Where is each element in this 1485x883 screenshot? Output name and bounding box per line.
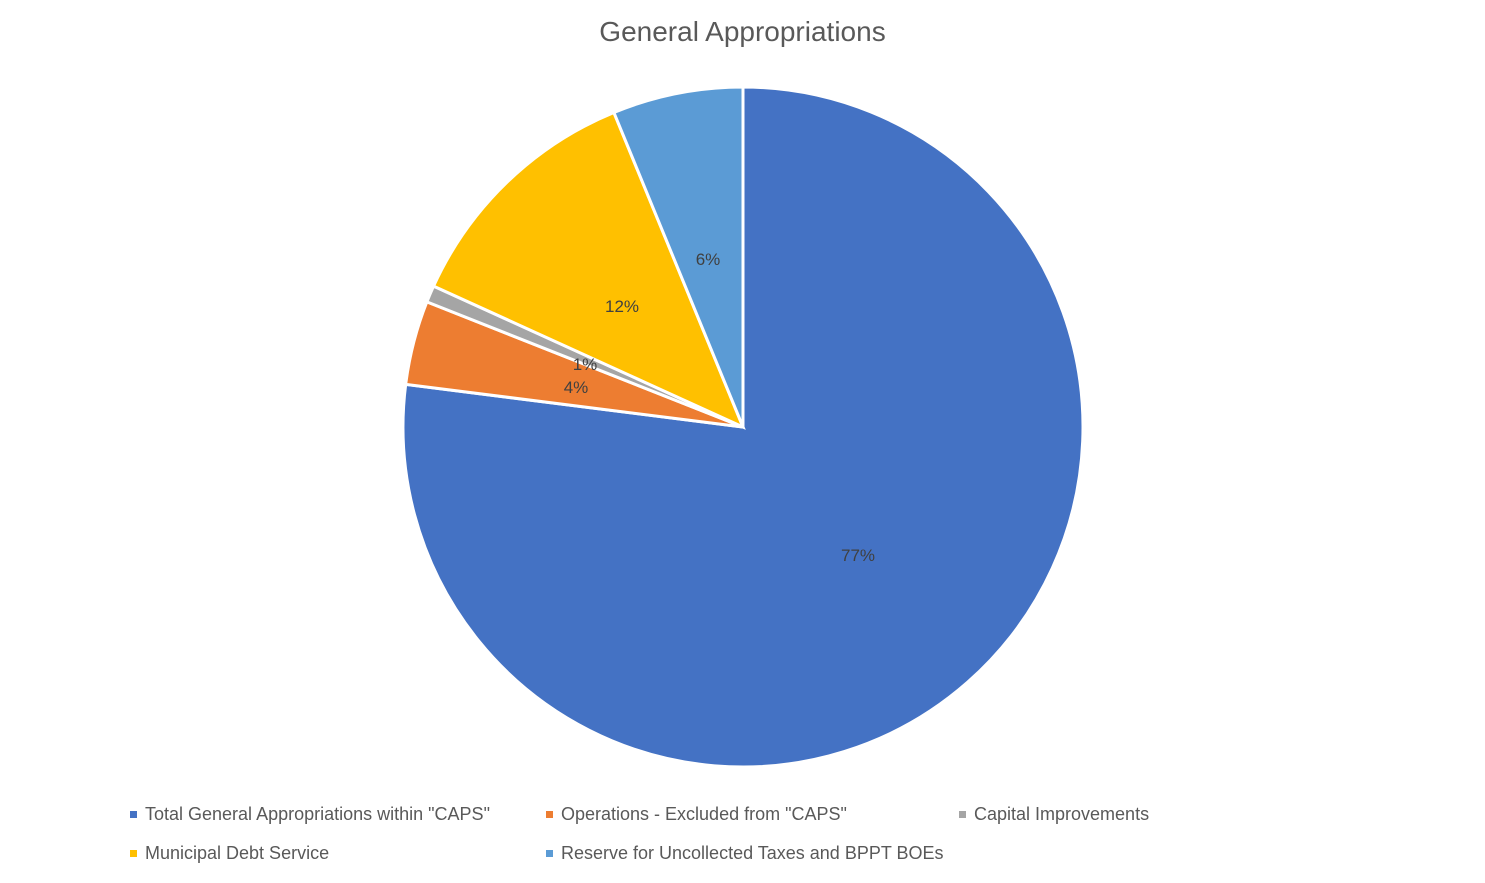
slice-label-capital: 1% xyxy=(573,355,598,374)
legend-swatch xyxy=(130,850,137,857)
slice-label-caps: 77% xyxy=(841,546,875,565)
chart-title: General Appropriations xyxy=(599,16,886,47)
slice-label-debt: 12% xyxy=(605,297,639,316)
legend-swatch xyxy=(546,811,553,818)
legend-item-operations: Operations - Excluded from "CAPS" xyxy=(546,804,847,825)
legend-label: Reserve for Uncollected Taxes and BPPT B… xyxy=(561,843,944,863)
slice-label-reserve: 6% xyxy=(696,250,721,269)
legend-label: Municipal Debt Service xyxy=(145,843,330,863)
legend-swatch xyxy=(546,850,553,857)
legend-label: Total General Appropriations within "CAP… xyxy=(145,804,490,824)
pie-slice-debt xyxy=(431,110,746,430)
legend-item-capital: Capital Improvements xyxy=(959,804,1149,825)
legend-item-debt: Municipal Debt Service xyxy=(130,843,329,864)
legend-label: Capital Improvements xyxy=(974,804,1150,824)
legend-swatch xyxy=(959,811,966,818)
legend-item-caps: Total General Appropriations within "CAP… xyxy=(130,804,490,825)
slice-label-operations: 4% xyxy=(564,378,589,397)
pie-slice-reserve xyxy=(611,85,745,428)
legend-item-reserve: Reserve for Uncollected Taxes and BPPT B… xyxy=(546,843,944,864)
legend-swatch xyxy=(130,811,137,818)
legend-label: Operations - Excluded from "CAPS" xyxy=(561,804,847,824)
